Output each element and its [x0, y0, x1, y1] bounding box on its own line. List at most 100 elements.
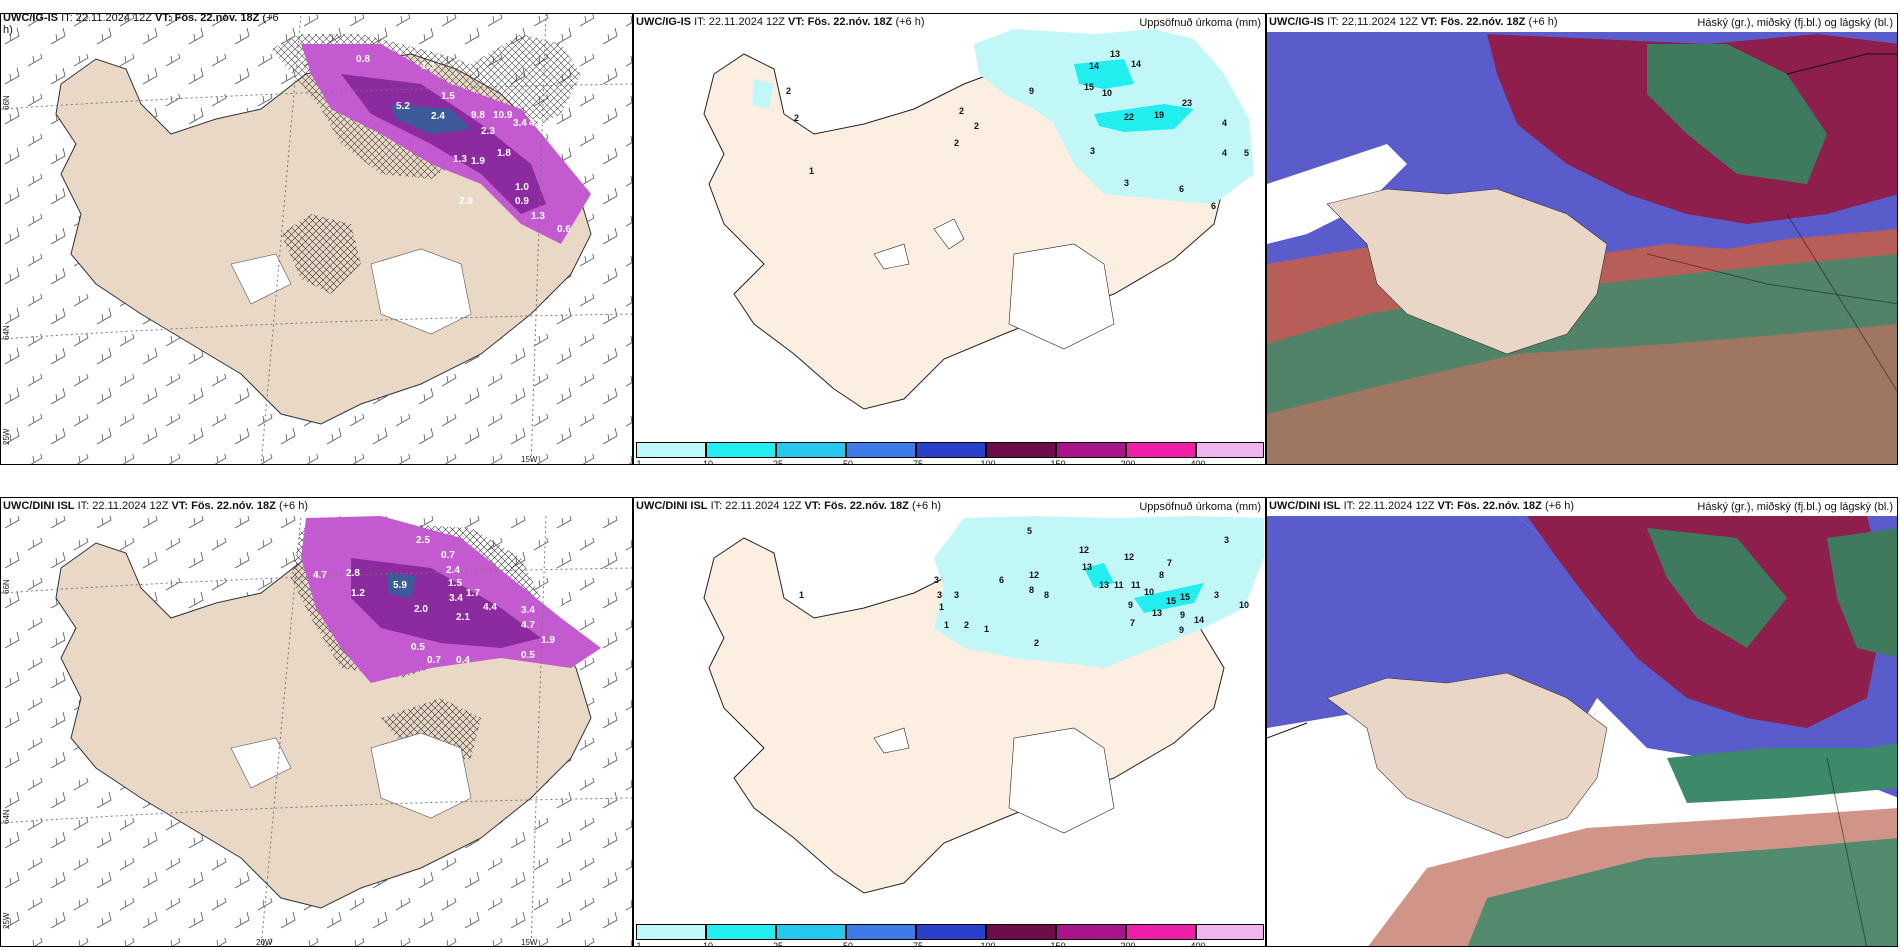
- panel-title: UWC/IG-IS IT: 22.11.2024 12Z VT: Fös. 22…: [636, 16, 925, 28]
- snow-label: 4.4: [483, 602, 497, 613]
- panel-variable-label: Uppsöfnuð úrkoma (mm): [1139, 17, 1261, 29]
- colorbar-segment: [846, 924, 916, 940]
- precip-label: 9: [1180, 610, 1185, 620]
- snow-label: 2.7: [556, 602, 570, 613]
- lat-label: 66N: [2, 579, 11, 594]
- lon-label: 25W: [2, 428, 11, 445]
- precip-label: 11: [1114, 580, 1124, 590]
- panel-variable-label: Uppsöfnuð úrkoma (mm): [1139, 501, 1261, 513]
- snow-label: 3.4: [449, 593, 463, 604]
- precip-label: 2: [794, 113, 799, 123]
- colorbar: 1 10 25 50 75 100 150 200 400: [636, 442, 1264, 464]
- colorbar-tick: 1: [636, 941, 642, 947]
- precip-label: 5: [1244, 148, 1249, 158]
- precip-label: 7: [1130, 618, 1135, 628]
- snow-label: 2.0: [414, 604, 428, 615]
- panel-top-middle: UWC/IG-IS IT: 22.11.2024 12Z VT: Fös. 22…: [633, 13, 1266, 465]
- snow-label: 4.7: [313, 570, 327, 581]
- colorbar-segment: [1126, 924, 1196, 940]
- snow-label: 2.7: [557, 141, 571, 152]
- lat-label: 64N: [2, 325, 11, 340]
- colorbar-tick: 25: [772, 459, 784, 465]
- snow-label: 9.8: [471, 110, 485, 121]
- colorbar-segment: [916, 924, 986, 940]
- lon-label: 20W: [256, 938, 273, 947]
- precip-label: 1: [809, 166, 814, 176]
- snow-label: 0.7: [427, 655, 441, 666]
- precip-label: 12: [1079, 545, 1089, 555]
- colorbar-tick: 75: [912, 941, 924, 947]
- colorbar-tick: 200: [1120, 941, 1136, 947]
- precip-label: 7: [1167, 558, 1172, 568]
- cloud-map: [1267, 516, 1897, 946]
- precip-label: 3: [1090, 146, 1095, 156]
- colorbar-segment: [1056, 924, 1126, 940]
- snow-label: 1.5: [441, 91, 455, 102]
- snow-label: 2.3: [481, 126, 495, 137]
- snow-label: 1.0: [515, 182, 529, 193]
- precip-label: 12: [1029, 570, 1039, 580]
- precip-label: 2: [786, 86, 791, 96]
- panel-bottom-middle: UWC/DINI ISL IT: 22.11.2024 12Z VT: Fös.…: [633, 497, 1266, 947]
- panel-top-left: UWC/IG-IS IT: 22.11.2024 12Z VT: Fös. 22…: [0, 13, 633, 465]
- precip-label: 11: [1131, 580, 1141, 590]
- colorbar-tick: 100: [980, 941, 996, 947]
- colorbar-segment: [916, 442, 986, 458]
- colorbar-tick: 400: [1190, 459, 1206, 465]
- panel-variable-label: Háský (gr.), miðský (fj.bl.) og lágský (…: [1697, 17, 1893, 29]
- colorbar: 1 10 25 50 75 100 150 200 400: [636, 924, 1264, 946]
- precip-label: 8: [1159, 570, 1164, 580]
- precip-label: 10: [1144, 587, 1154, 597]
- precip-label: 3: [937, 590, 942, 600]
- precip-label: 2: [954, 138, 959, 148]
- lat-label: 64N: [2, 809, 11, 824]
- snow-label: 0.5: [411, 642, 425, 653]
- precip-label: 15: [1166, 596, 1176, 606]
- colorbar-tick: 10: [702, 459, 714, 465]
- snow-label: 2.1: [456, 612, 470, 623]
- colorbar-segment: [986, 924, 1056, 940]
- precip-label: 13: [1099, 580, 1109, 590]
- precip-label: 2: [964, 620, 969, 630]
- colorbar-segment: [776, 442, 846, 458]
- colorbar-segment: [636, 442, 706, 458]
- colorbar-tick: 400: [1190, 941, 1206, 947]
- colorbar-tick: 150: [1050, 941, 1066, 947]
- precip-label: 4: [1222, 118, 1227, 128]
- panel-title: UWC/IG-IS IT: 22.11.2024 12Z VT: Fös. 22…: [3, 13, 279, 36]
- colorbar-segment: [846, 442, 916, 458]
- precip-label: 9: [1029, 86, 1034, 96]
- precip-label: 13: [1152, 608, 1162, 618]
- colorbar-segment: [1196, 442, 1264, 458]
- snow-label: 1.9: [471, 156, 485, 167]
- precip-label: 10: [1102, 88, 1112, 98]
- panel-bottom-right: UWC/DINI ISL IT: 22.11.2024 12Z VT: Fös.…: [1266, 497, 1898, 947]
- precip-label: 22: [1124, 112, 1134, 122]
- precip-label: 8: [1044, 590, 1049, 600]
- snow-label: 3.4: [513, 118, 527, 129]
- colorbar-tick: 50: [842, 941, 854, 947]
- precip-label: 6: [1211, 201, 1216, 211]
- panel-title: UWC/DINI ISL IT: 22.11.2024 12Z VT: Fös.…: [1269, 500, 1574, 512]
- snow-label: 1.2: [351, 588, 365, 599]
- colorbar-segment: [706, 924, 776, 940]
- colorbar-tick: 200: [1120, 459, 1136, 465]
- precip-label: 8: [1029, 585, 1034, 595]
- snow-label: 2.5: [416, 535, 430, 546]
- precip-label: 2: [974, 121, 979, 131]
- colorbar-tick: 150: [1050, 459, 1066, 465]
- snow-label: 4.7: [521, 620, 535, 631]
- snow-label: 2.4: [431, 111, 445, 122]
- panel-title: UWC/DINI ISL IT: 22.11.2024 12Z VT: Fös.…: [3, 500, 308, 512]
- precip-label: 19: [1154, 110, 1164, 120]
- precip-label: 1: [984, 624, 989, 634]
- panel-title: UWC/DINI ISL IT: 22.11.2024 12Z VT: Fös.…: [636, 500, 941, 512]
- precip-label: 9: [1128, 600, 1133, 610]
- snow-label: 1.7: [466, 588, 480, 599]
- snow-label: 0.9: [515, 196, 529, 207]
- colorbar-segment: [1056, 442, 1126, 458]
- snow-label: 3.4: [521, 605, 535, 616]
- panel-bottom-left: UWC/DINI ISL IT: 22.11.2024 12Z VT: Fös.…: [0, 497, 633, 947]
- precip-map: 5 3 1 3 3 3 1 2 1 1 2 6 12 12 8 8 12 13 …: [703, 516, 1264, 894]
- colorbar-segment: [706, 442, 776, 458]
